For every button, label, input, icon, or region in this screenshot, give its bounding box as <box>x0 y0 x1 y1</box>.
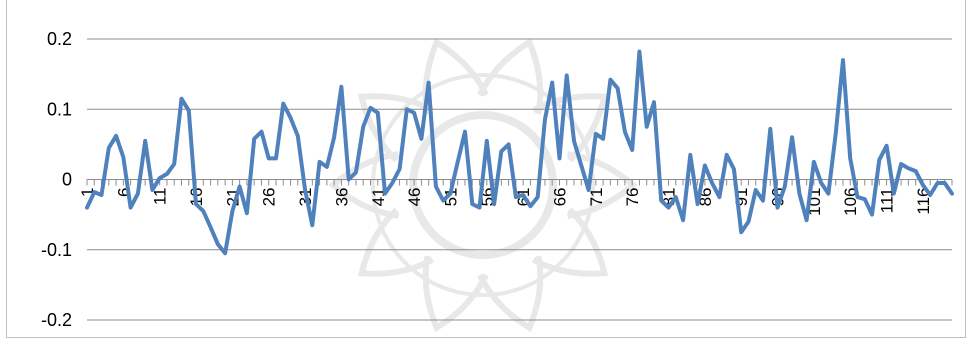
x-tick-label: 71 <box>587 188 606 207</box>
watermark-petal <box>531 207 609 277</box>
series-line <box>85 49 954 256</box>
x-tick-label: 46 <box>405 188 424 207</box>
watermark-petal <box>357 207 435 277</box>
x-tick-label: 66 <box>550 188 569 207</box>
x-tick-label: 6 <box>114 188 133 197</box>
watermark-petal <box>566 151 638 219</box>
x-tick-label: 1 <box>78 188 97 197</box>
watermark-petal <box>328 151 400 219</box>
y-tick-label: -0.2 <box>41 310 72 330</box>
x-tick-label: 11 <box>151 188 170 206</box>
gridlines <box>87 38 952 321</box>
x-tick-label: 111 <box>878 188 897 214</box>
y-tick-label: 0 <box>62 170 72 190</box>
watermark-ring <box>409 111 557 259</box>
y-tick-label: -0.1 <box>41 240 72 260</box>
x-tick-label: 36 <box>332 188 351 207</box>
y-tick-label: 0.2 <box>47 29 72 49</box>
x-tick-label: 51 <box>441 188 460 207</box>
series-group <box>85 49 954 256</box>
watermark-petal <box>422 255 489 333</box>
y-tick-label: 0.1 <box>47 99 72 119</box>
chart-frame <box>6 0 966 338</box>
watermark-ring <box>371 73 595 297</box>
watermark-petal <box>477 255 544 333</box>
y-axis-labels: -0.2 -0.1 0 0.1 0.2 <box>41 29 72 330</box>
x-tick-label: 76 <box>623 188 642 207</box>
x-tick-label: 26 <box>260 188 279 207</box>
watermark-petal <box>477 37 544 115</box>
